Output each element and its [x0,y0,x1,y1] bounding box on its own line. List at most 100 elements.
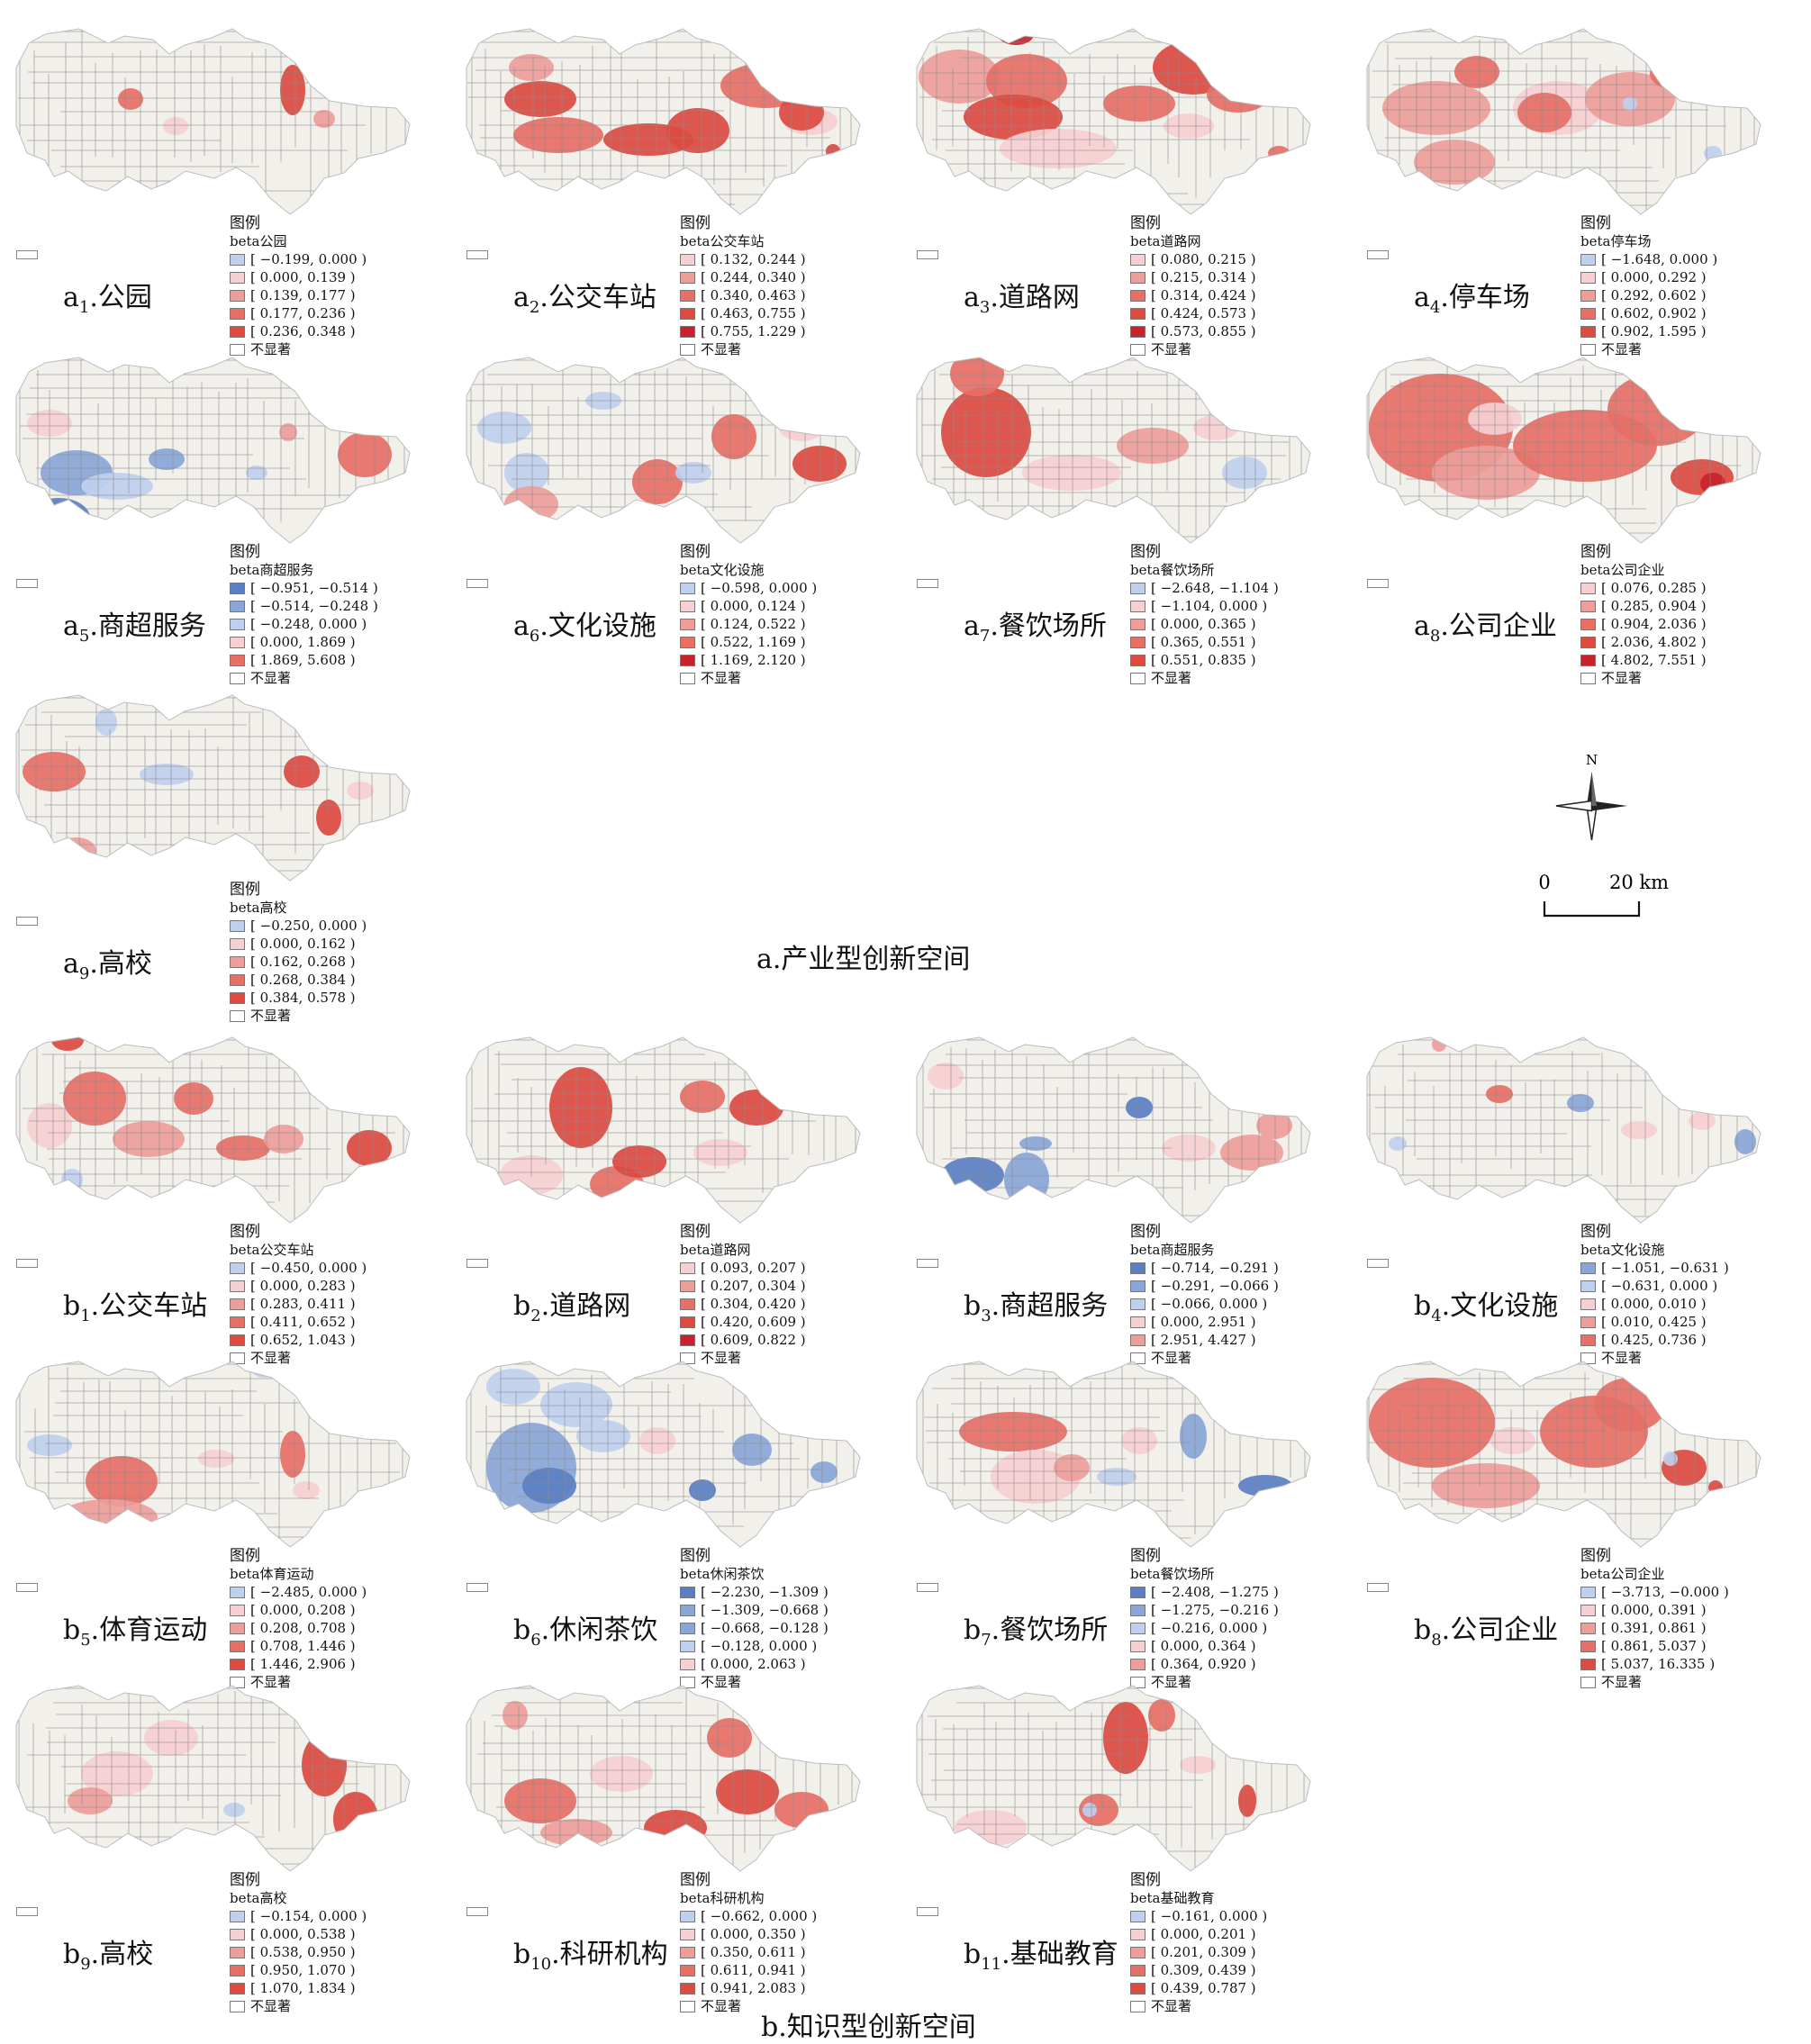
choropleth-map-a5 [15,357,411,544]
panel-label-a5: a5.商超服务 [63,603,206,646]
legend-nonsig-label: 不显著 [250,1998,292,2014]
legend-swatch [230,1298,245,1310]
legend-range: [ 0.365, 0.551 ) [1151,634,1256,650]
legend-range: [ 0.162, 0.268 ) [250,954,356,970]
coefficient-zone [513,117,603,153]
panel-label-b11: b11.基础教育 [964,1931,1118,1974]
panel-label-a1: a1.公园 [63,275,152,317]
panel-subscript: 3 [979,298,991,317]
legend-range: [ 1.446, 2.906 ) [250,1656,356,1672]
legend-range: [ 2.951, 4.427 ) [1151,1332,1256,1348]
legend-class: [ 0.000, 0.350 ) [680,1925,817,1943]
legend-range: [ 0.309, 0.439 ) [1151,1962,1256,1978]
legend-class: [ −2.485, 0.000 ) [230,1583,367,1601]
legend-class: [ 0.000, 0.208 ) [230,1601,367,1619]
panel-label-a6: a6.文化设施 [513,603,656,646]
panel-prefix: b [964,1290,982,1322]
coefficient-zone [1148,1699,1175,1732]
panel-subscript: 1 [78,298,90,317]
legend-class: [ 0.652, 1.043 ) [230,1331,367,1349]
legend-swatch [230,1586,245,1598]
inset-scale-mark [16,1583,38,1592]
legend-range: [ 0.439, 0.787 ) [1151,1980,1256,1996]
legend-swatch [680,672,695,684]
legend-swatch [1580,1586,1596,1598]
legend-class: [ 0.861, 5.037 ) [1580,1637,1729,1655]
coefficient-zone [1689,1112,1716,1130]
legend-class: [ 0.177, 0.236 ) [230,304,367,322]
legend-class-nonsignificant: 不显著 [230,340,367,358]
legend-swatch [230,1622,245,1634]
coefficient-zone [302,1733,347,1796]
legend-range: [ 0.652, 1.043 ) [250,1332,356,1348]
panel-prefix: b [1414,1614,1432,1646]
legend-range: [ 0.236, 0.348 ) [250,323,356,339]
legend-range: [ 0.602, 0.902 ) [1601,305,1707,321]
legend-range: [ 0.000, 1.869 ) [250,634,356,650]
legend-range: [ 0.000, 0.283 ) [250,1278,356,1294]
legend-range: [ 0.000, 0.350 ) [701,1926,806,1942]
coefficient-zone [504,453,549,493]
inset-scale-mark [16,917,38,926]
coefficient-zone [118,88,143,110]
legend-class: [ −1.051, −0.631 ) [1580,1259,1729,1277]
legend-range: [ 0.283, 0.411 ) [250,1296,356,1312]
inset-scale-mark [917,1907,938,1916]
coefficient-zone [1729,484,1761,498]
legend-class: [ 0.573, 0.855 ) [1130,322,1256,340]
map-panel-a2: a2.公交车站 图例 beta公交车站 [ 0.132, 0.244 ) [ 0.244… [450,18,892,357]
legend-swatch [230,973,245,986]
legend-class: [ 0.551, 0.835 ) [1130,651,1279,669]
legend-swatch [680,1910,695,1922]
legend-class: [ −0.199, 0.000 ) [230,250,367,268]
legend-nonsig-label: 不显著 [250,1350,292,1366]
panel-prefix: a [964,282,980,313]
legend-title: 图例 [1580,1547,1611,1565]
legend-a8: 图例 beta公司企业 [ 0.076, 0.285 ) [ 0.285, 0.904… [1580,543,1707,687]
legend-title: 图例 [680,543,711,561]
inset-scale-mark [466,579,488,588]
panel-prefix: a [1414,610,1430,642]
coefficient-zone [63,1072,126,1126]
legend-class: [ 0.439, 0.787 ) [1130,1979,1267,1997]
coefficient-zone [223,1803,245,1817]
legend-class: [ 0.611, 0.941 ) [680,1961,817,1979]
legend-range: [ −0.216, 0.000 ) [1151,1620,1268,1636]
legend-range: [ 0.215, 0.314 ) [1151,269,1256,285]
region-outline [16,695,410,881]
legend-variable: beta商超服务 [230,562,314,578]
coefficient-zone [1117,428,1189,464]
panel-subscript: 3 [981,1307,992,1325]
legend-class: [ 0.080, 0.215 ) [1130,250,1256,268]
coefficient-zone [1486,1085,1513,1103]
panel-name: .道路网 [540,1290,631,1322]
legend-class: [ −0.291, −0.066 ) [1130,1277,1279,1295]
legend-class: [ 0.000, 2.063 ) [680,1655,829,1673]
legend-swatch [680,636,695,648]
legend-swatch [230,991,245,1004]
legend-nonsig-label: 不显著 [250,670,292,686]
coefficient-zone [1238,1785,1256,1817]
legend-title: 图例 [230,214,260,232]
legend-class-nonsignificant: 不显著 [680,1349,806,1367]
legend-class: [ 0.755, 1.229 ) [680,322,806,340]
panel-name: .公交车站 [539,282,656,313]
map-panel-b2: b2.道路网 图例 beta道路网 [ 0.093, 0.207 ) [ 0.207, … [450,1027,892,1366]
legend-title: 图例 [1130,543,1161,561]
legend-swatch [680,600,695,612]
coefficient-zone [1000,129,1117,168]
legend-swatch [230,1640,245,1652]
legend-title: 图例 [1580,214,1611,232]
legend-variable: beta公交车站 [230,1242,314,1258]
legend-range: [ 0.941, 2.083 ) [701,1980,806,1996]
legend-title: 图例 [680,1871,711,1889]
legend-variable: beta道路网 [1130,233,1201,249]
coefficient-zone [250,1361,277,1378]
legend-class-nonsignificant: 不显著 [680,669,817,687]
panel-name: .体育运动 [90,1614,208,1646]
panel-prefix: b [1414,1290,1432,1322]
legend-nonsig-label: 不显著 [1601,1350,1643,1366]
legend-class: [ 0.365, 0.551 ) [1130,633,1279,651]
choropleth-map-a6 [466,357,861,544]
legend-nonsig-label: 不显著 [701,1674,742,1690]
